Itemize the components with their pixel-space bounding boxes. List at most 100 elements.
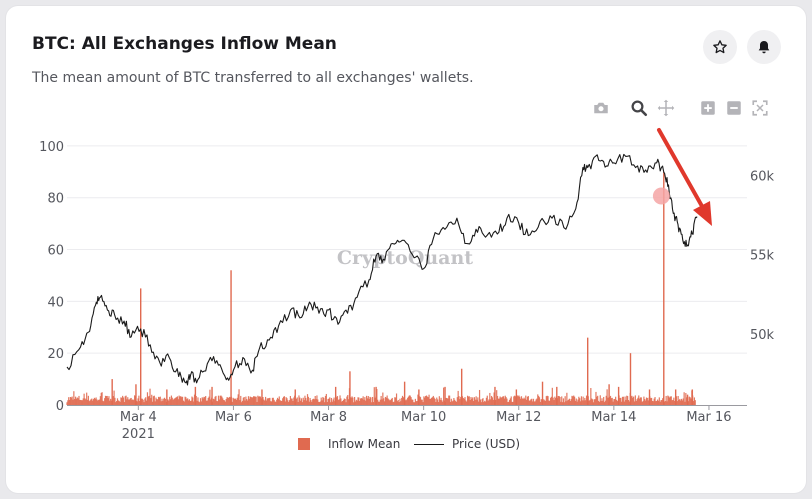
x-tick-label: Mar 16 <box>686 410 731 425</box>
x-tick-label: Mar 6 <box>215 410 252 425</box>
inflow-bar <box>405 400 407 405</box>
inflow-bar <box>524 398 526 405</box>
inflow-bar <box>109 400 111 405</box>
inflow-bar <box>350 397 352 405</box>
inflow-bar <box>478 401 480 405</box>
inflow-bar <box>598 401 600 405</box>
inflow-bar <box>178 395 180 405</box>
inflow-bar <box>423 396 425 405</box>
inflow-bar <box>363 399 365 405</box>
inflow-bar <box>286 398 288 405</box>
zoom-button[interactable] <box>629 98 649 118</box>
inflow-bar <box>442 401 444 405</box>
card-subtitle: The mean amount of BTC transferred to al… <box>32 70 474 86</box>
inflow-bar <box>245 396 247 405</box>
inflow-bar <box>508 401 510 405</box>
inflow-bar <box>278 396 280 405</box>
inflow-bar <box>288 400 291 405</box>
download-image-button[interactable] <box>591 98 611 118</box>
inflow-bar <box>206 400 208 405</box>
inflow-bar <box>480 402 482 405</box>
inflow-bar <box>119 401 121 405</box>
inflow-bar <box>558 396 560 405</box>
zoom-icon <box>631 100 648 117</box>
inflow-bar <box>390 398 393 405</box>
inflow-bar <box>302 397 304 405</box>
inflow-bar <box>379 399 381 405</box>
inflow-bar <box>116 400 118 405</box>
inflow-bar <box>289 395 292 405</box>
inflow-bar <box>570 399 572 405</box>
inflow-bar <box>424 397 426 405</box>
inflow-bar <box>491 397 494 405</box>
pan-button[interactable] <box>656 98 676 118</box>
inflow-bar <box>616 401 618 405</box>
inflow-bar <box>577 399 579 405</box>
inflow-bar <box>92 399 95 405</box>
inflow-bar <box>605 395 607 405</box>
inflow-bar <box>258 396 261 405</box>
y-left-tick-label: 20 <box>47 347 64 362</box>
inflow-bar <box>238 389 240 405</box>
inflow-bar <box>325 393 327 405</box>
zoom-in-button[interactable] <box>698 98 718 118</box>
inflow-bar <box>377 401 380 405</box>
inflow-bar <box>232 397 234 405</box>
inflow-bar <box>526 399 528 405</box>
inflow-bar <box>466 395 469 405</box>
inflow-bar <box>324 402 326 405</box>
inflow-bar <box>89 400 91 405</box>
alert-button[interactable] <box>747 30 781 64</box>
inflow-bar <box>383 401 386 405</box>
inflow-bar <box>273 399 275 405</box>
inflow-bar <box>547 396 549 405</box>
inflow-bar <box>684 401 686 405</box>
inflow-bar <box>450 398 452 405</box>
inflow-bar <box>180 396 182 405</box>
inflow-bar <box>348 399 350 405</box>
inflow-bar <box>612 401 614 405</box>
inflow-bar <box>175 397 178 405</box>
inflow-bar <box>102 400 104 405</box>
inflow-bar <box>140 288 142 405</box>
inflow-bar <box>667 395 669 405</box>
inflow-bar <box>487 400 489 405</box>
inflow-bar <box>129 398 131 405</box>
inflow-bar <box>229 396 231 405</box>
inflow-bar <box>312 399 314 405</box>
inflow-bar <box>98 399 100 405</box>
inflow-bar <box>615 399 618 405</box>
inflow-bar <box>399 398 401 405</box>
inflow-bar <box>419 397 422 405</box>
inflow-bar <box>402 397 404 405</box>
zoom-out-button[interactable] <box>724 98 744 118</box>
inflow-bar <box>282 396 285 405</box>
inflow-bar <box>191 396 193 405</box>
favorite-button[interactable] <box>703 30 737 64</box>
inflow-bar <box>455 401 458 405</box>
inflow-bar <box>674 400 676 405</box>
inflow-bar <box>351 396 353 405</box>
inflow-bar <box>140 398 143 405</box>
inflow-bar <box>108 396 110 405</box>
legend-item-price[interactable]: Price (USD) <box>414 437 520 451</box>
inflow-bar <box>502 396 504 405</box>
inflow-bar <box>585 395 588 405</box>
left-axis-ticks: 0 20 40 60 80 100 <box>39 140 64 414</box>
inflow-bar <box>496 390 498 405</box>
inflow-bar <box>343 398 345 405</box>
autoscale-icon <box>752 100 768 116</box>
inflow-bar <box>224 401 226 405</box>
inflow-bar <box>417 394 419 405</box>
inflow-bar <box>493 392 495 405</box>
inflow-bar <box>582 396 584 405</box>
autoscale-button[interactable] <box>750 98 770 118</box>
inflow-bar <box>557 395 559 405</box>
inflow-bar <box>157 399 159 405</box>
inflow-bar <box>369 396 371 405</box>
inflow-bar <box>579 398 581 405</box>
inflow-bar <box>415 401 417 405</box>
legend-item-inflow[interactable]: Inflow Mean <box>298 437 400 451</box>
inflow-bar <box>591 399 594 405</box>
